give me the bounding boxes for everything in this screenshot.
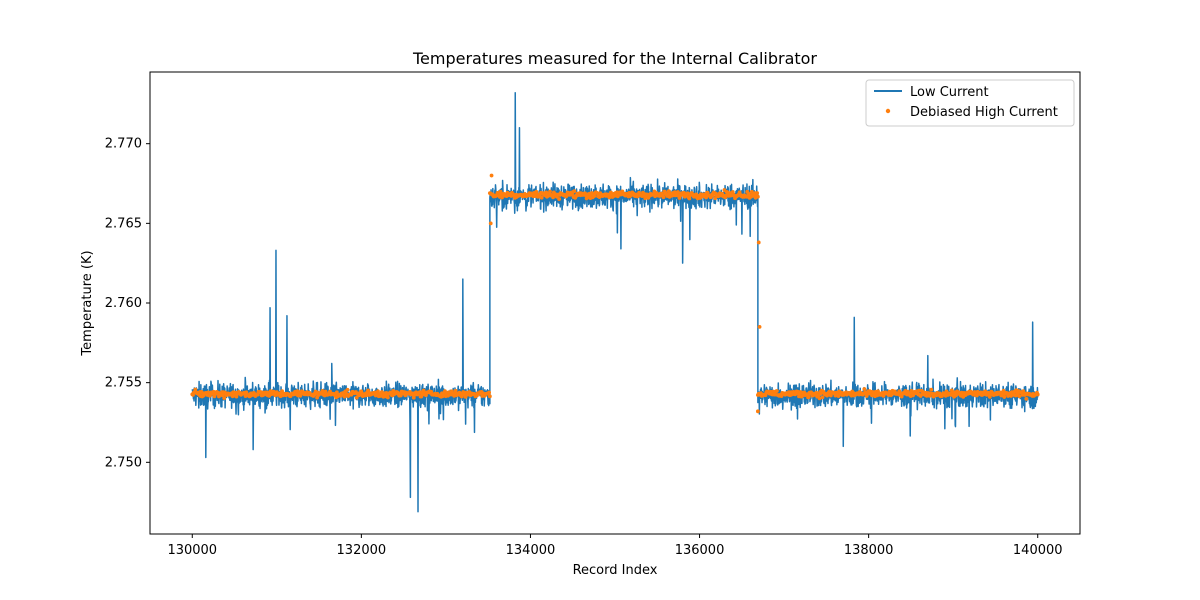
scatter-point — [548, 189, 552, 194]
scatter-point — [609, 190, 613, 195]
y-tick-label: 2.750 — [105, 455, 142, 470]
x-tick-label: 130000 — [167, 543, 217, 558]
scatter-point — [774, 389, 779, 393]
legend-swatch-high-current — [885, 108, 891, 114]
scatter-point — [661, 195, 666, 200]
scatter-point — [864, 394, 869, 398]
x-tick-label: 136000 — [675, 543, 725, 558]
scatter-point — [354, 395, 359, 400]
x-axis-label: Record Index — [573, 563, 658, 578]
scatter-point — [757, 325, 762, 329]
scatter-point — [713, 196, 718, 201]
x-tick-label: 138000 — [844, 543, 894, 558]
scatter-point — [755, 194, 760, 199]
scatter-point — [376, 389, 380, 394]
legend-label-low-current: Low Current — [910, 85, 989, 100]
legend: Low Current Debiased High Current — [865, 79, 1075, 127]
y-tick-label: 2.760 — [105, 296, 142, 311]
scatter-point — [557, 197, 562, 201]
legend-label-high-current: Debiased High Current — [910, 105, 1058, 120]
series-low-current-line — [191, 91, 1039, 513]
y-tick-label: 2.770 — [105, 137, 142, 152]
scatter-point — [488, 221, 493, 226]
scatter-point — [1035, 392, 1040, 397]
scatter-point — [899, 394, 904, 399]
legend-box — [865, 79, 1075, 127]
scatter-point — [755, 409, 760, 414]
scatter-point — [534, 189, 539, 194]
scatter-point — [258, 390, 263, 394]
scatter-point — [687, 196, 692, 201]
scatter-point — [385, 395, 390, 400]
y-tick-label: 2.765 — [105, 216, 142, 231]
scatter-point — [800, 394, 804, 399]
scatter-point — [763, 393, 768, 398]
scatter-point — [222, 396, 227, 401]
plot-area — [190, 91, 1040, 513]
scatter-point — [929, 387, 934, 392]
scatter-point — [1024, 396, 1029, 401]
scatter-point — [345, 387, 350, 392]
y-axis: 2.750 2.755 2.760 2.765 2.770 — [105, 137, 150, 470]
scatter-point — [771, 389, 775, 394]
scatter-point — [862, 387, 867, 391]
y-axis-label: Temperature (K) — [80, 250, 95, 356]
scatter-point — [398, 393, 403, 398]
scatter-point — [817, 396, 822, 401]
scatter-point — [806, 395, 811, 399]
x-tick-label: 132000 — [337, 543, 387, 558]
scatter-point — [572, 189, 577, 194]
scatter-point — [280, 389, 284, 394]
scatter-point — [364, 393, 369, 398]
scatter-point — [755, 191, 760, 195]
scatter-point — [756, 240, 761, 245]
scatter-point — [820, 395, 825, 400]
y-tick-label: 2.755 — [105, 376, 142, 391]
plot-frame — [149, 71, 1081, 535]
x-axis: 130000 132000 134000 136000 138000 140000 — [167, 534, 1063, 558]
x-tick-label: 140000 — [1013, 543, 1063, 558]
chart-title: Temperatures measured for the Internal C… — [412, 49, 817, 68]
scatter-point — [323, 389, 328, 394]
scatter-point — [487, 390, 492, 395]
scatter-point — [539, 195, 544, 200]
scatter-point — [676, 190, 680, 194]
scatter-point — [220, 393, 225, 398]
scatter-point — [487, 394, 492, 399]
scatter-point — [489, 173, 494, 178]
scatter-point — [453, 388, 458, 393]
x-tick-label: 134000 — [506, 543, 556, 558]
scatter-point — [1002, 395, 1007, 399]
scatter-point — [1017, 394, 1022, 399]
scatter-point — [411, 395, 416, 400]
series-debiased-high-current — [190, 173, 1040, 414]
